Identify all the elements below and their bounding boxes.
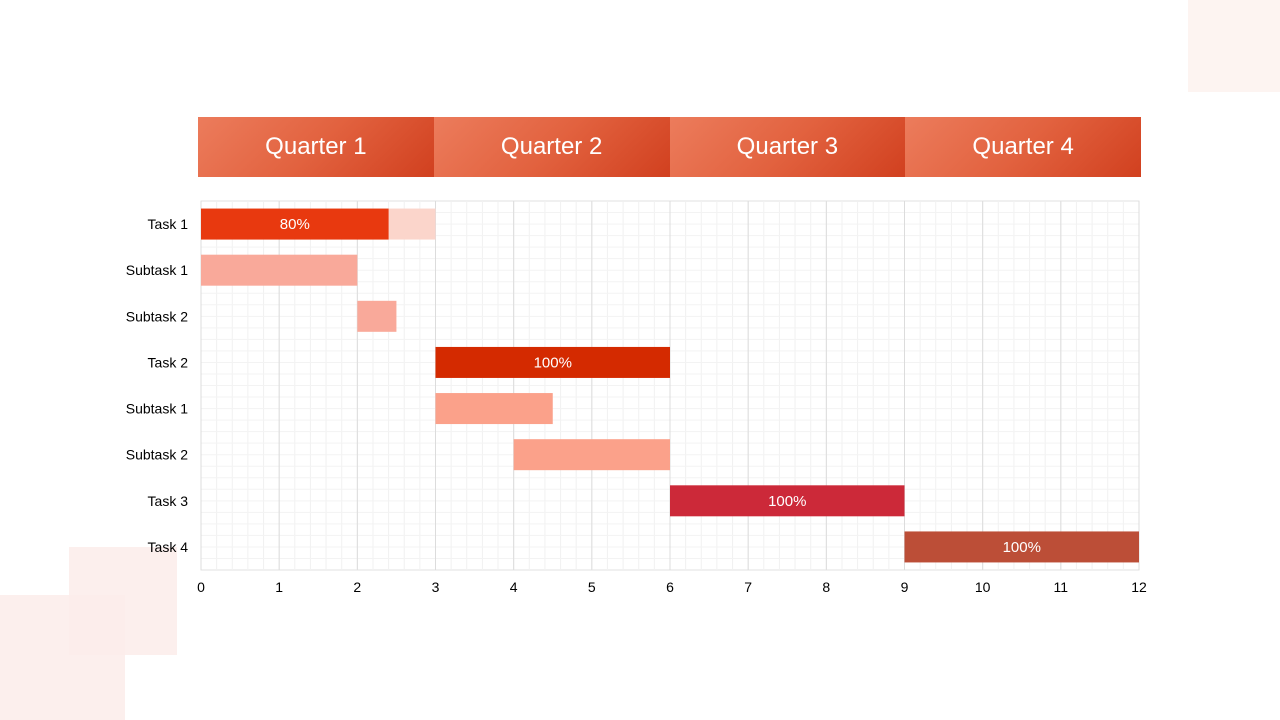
gantt-bar-label: 80% xyxy=(280,216,310,233)
quarter-header: Quarter 1 Quarter 2 Quarter 3 Quarter 4 xyxy=(198,117,1141,177)
quarter-1-label: Quarter 1 xyxy=(198,117,434,177)
decorative-square-top-right xyxy=(1188,0,1280,92)
row-label: Subtask 2 xyxy=(126,447,188,463)
row-label: Task 3 xyxy=(148,493,189,509)
quarter-4-label: Quarter 4 xyxy=(905,117,1141,177)
row-label: Task 1 xyxy=(148,216,189,232)
x-tick-label: 3 xyxy=(432,579,440,595)
quarter-2-label: Quarter 2 xyxy=(433,117,670,177)
x-tick-label: 6 xyxy=(666,579,674,595)
gantt-bar xyxy=(670,485,905,517)
gantt-bar-label: 100% xyxy=(1003,539,1041,556)
gantt-bar-label: 100% xyxy=(768,493,806,510)
gantt-bar xyxy=(513,439,670,471)
x-tick-label: 4 xyxy=(510,579,518,595)
gantt-bar xyxy=(357,300,397,332)
x-tick-label: 8 xyxy=(822,579,830,595)
row-label: Subtask 1 xyxy=(126,401,188,417)
gantt-bar xyxy=(201,254,358,286)
gantt-bar xyxy=(435,393,553,425)
row-label: Subtask 1 xyxy=(126,262,188,278)
x-tick-label: 11 xyxy=(1054,579,1069,595)
gantt-bar xyxy=(435,346,670,378)
x-tick-label: 7 xyxy=(744,579,752,595)
x-tick-label: 10 xyxy=(975,579,991,595)
row-label: Subtask 2 xyxy=(126,308,188,324)
row-label: Task 4 xyxy=(148,539,189,555)
quarter-3-label: Quarter 3 xyxy=(669,117,906,177)
gantt-bar-progress xyxy=(201,208,389,240)
x-tick-label: 0 xyxy=(197,579,205,595)
x-tick-label: 1 xyxy=(275,579,283,595)
row-label: Task 2 xyxy=(148,354,189,370)
x-tick-label: 9 xyxy=(901,579,909,595)
gantt-bar xyxy=(904,531,1139,563)
x-tick-label: 12 xyxy=(1131,579,1147,595)
x-tick-label: 5 xyxy=(588,579,596,595)
decorative-square-bottom-left-corner xyxy=(0,595,125,720)
gantt-bar-label: 100% xyxy=(534,354,572,371)
x-tick-label: 2 xyxy=(353,579,361,595)
